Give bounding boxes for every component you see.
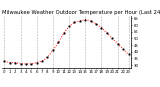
Text: Milwaukee Weather Outdoor Temperature per Hour (Last 24 Hours): Milwaukee Weather Outdoor Temperature pe… xyxy=(2,10,160,15)
